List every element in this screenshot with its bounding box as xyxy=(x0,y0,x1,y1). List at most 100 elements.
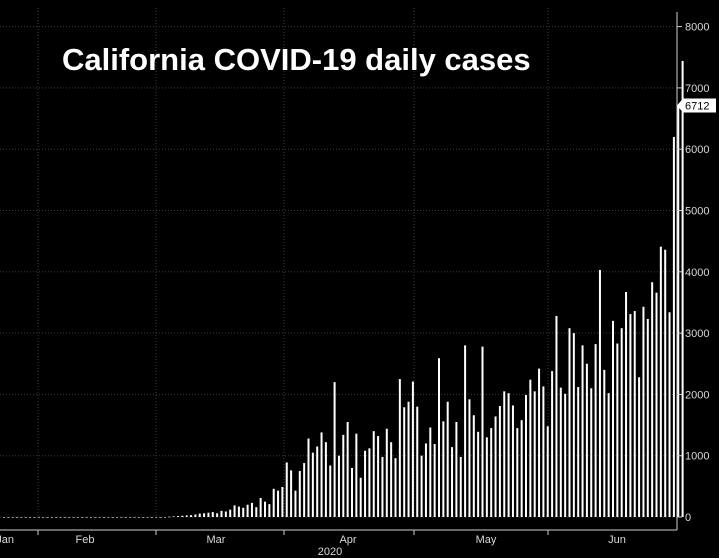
bar-84 xyxy=(368,448,371,517)
y-tick-label-7000: 7000 xyxy=(685,83,709,95)
bar-132 xyxy=(577,387,580,517)
bar-44 xyxy=(194,514,197,517)
bar-116 xyxy=(507,393,510,517)
bar-27 xyxy=(120,517,123,518)
bar-145 xyxy=(633,311,636,517)
bar-97 xyxy=(424,443,427,517)
bar-109 xyxy=(477,431,480,517)
bar-105 xyxy=(459,456,462,517)
bar-72 xyxy=(316,446,319,517)
bar-120 xyxy=(525,395,527,517)
bar-73 xyxy=(320,432,323,517)
y-tick-label-4000: 4000 xyxy=(685,267,709,279)
bar-42 xyxy=(185,515,188,517)
bar-25 xyxy=(111,517,114,518)
bar-31 xyxy=(137,517,140,518)
bar-47 xyxy=(207,512,210,517)
bar-74 xyxy=(324,442,327,517)
y-tick-label-1000: 1000 xyxy=(685,451,709,463)
bar-57 xyxy=(250,502,253,517)
bar-50 xyxy=(220,510,223,517)
bar-93 xyxy=(407,401,410,517)
bar-18 xyxy=(81,517,84,518)
bar-77 xyxy=(337,455,340,517)
x-tick-label-feb: Feb xyxy=(76,534,95,546)
bar-16 xyxy=(72,517,75,518)
bar-152 xyxy=(664,249,667,518)
bar-61 xyxy=(268,504,271,517)
bar-102 xyxy=(446,401,449,517)
bar-21 xyxy=(94,517,97,518)
bar-64 xyxy=(281,486,284,517)
bar-32 xyxy=(142,517,145,518)
bar-106 xyxy=(464,345,467,517)
bar-156 xyxy=(681,60,684,518)
bar-0 xyxy=(3,517,5,518)
bar-79 xyxy=(346,421,349,518)
bar-115 xyxy=(503,391,506,517)
bar-86 xyxy=(377,436,380,517)
bar-9 xyxy=(42,517,45,518)
bar-3 xyxy=(16,517,19,518)
bar-131 xyxy=(572,333,575,517)
bar-63 xyxy=(277,490,280,517)
bar-35 xyxy=(155,517,158,518)
bar-59 xyxy=(259,498,262,517)
bar-80 xyxy=(351,467,353,517)
bar-38 xyxy=(168,516,171,518)
bar-140 xyxy=(612,320,614,517)
bar-153 xyxy=(668,312,671,517)
last-value-badge xyxy=(677,98,716,113)
bar-104 xyxy=(455,421,458,518)
bar-155 xyxy=(677,105,680,518)
bar-28 xyxy=(124,517,127,518)
last-value-label: 6712 xyxy=(685,101,709,113)
bar-101 xyxy=(442,421,445,517)
bar-20 xyxy=(90,517,92,518)
bar-39 xyxy=(172,516,175,517)
bar-142 xyxy=(620,328,623,517)
bar-51 xyxy=(224,511,227,517)
bar-141 xyxy=(616,343,619,517)
bar-122 xyxy=(533,391,536,517)
bar-11 xyxy=(50,517,53,518)
bar-98 xyxy=(429,427,432,517)
bar-54 xyxy=(237,506,240,517)
bar-136 xyxy=(594,344,597,517)
bar-49 xyxy=(216,513,219,517)
bar-150 xyxy=(655,292,658,517)
bar-71 xyxy=(311,452,314,517)
y-tick-label-8000: 8000 xyxy=(685,22,709,34)
bar-19 xyxy=(85,517,88,518)
y-axis: 0 1000 2000 3000 4000 5000 6000 7000 8000 6712 xyxy=(676,12,716,530)
bar-135 xyxy=(590,388,593,517)
bar-70 xyxy=(307,438,310,517)
y-tick-label-2000: 2000 xyxy=(685,389,709,401)
bar-92 xyxy=(403,407,406,517)
bar-96 xyxy=(420,455,423,517)
bar-41 xyxy=(181,515,184,517)
bar-126 xyxy=(551,371,554,517)
bar-83 xyxy=(364,450,367,517)
x-tick-label-jun: Jun xyxy=(608,534,626,546)
bar-130 xyxy=(568,328,571,517)
bar-65 xyxy=(285,462,288,517)
bar-76 xyxy=(333,382,336,517)
bar-10 xyxy=(46,517,49,518)
bar-6 xyxy=(29,517,32,518)
bar-15 xyxy=(68,517,71,518)
bar-46 xyxy=(203,513,206,517)
bar-34 xyxy=(150,517,153,518)
bar-103 xyxy=(451,447,454,517)
bar-107 xyxy=(468,399,471,517)
bar-123 xyxy=(538,368,541,517)
bar-127 xyxy=(555,315,558,517)
bar-114 xyxy=(498,406,501,517)
bar-60 xyxy=(264,501,266,517)
bar-118 xyxy=(516,428,519,517)
bar-17 xyxy=(76,517,79,518)
bar-26 xyxy=(116,517,119,518)
bar-75 xyxy=(329,465,332,517)
bar-62 xyxy=(272,488,275,517)
